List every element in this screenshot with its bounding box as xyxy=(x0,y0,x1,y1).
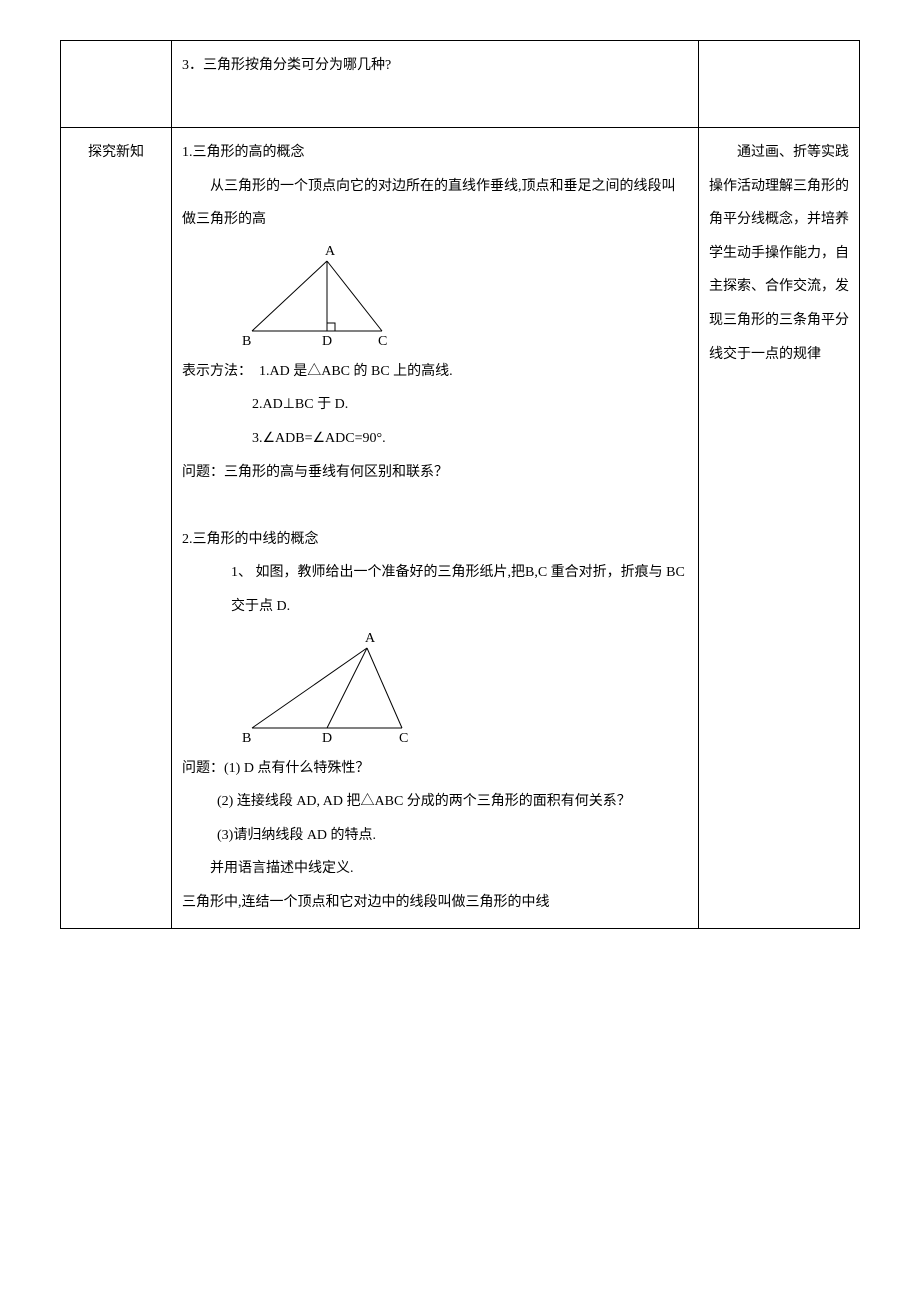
figure-triangle-median: A B C D xyxy=(222,628,442,748)
section1-title: 1.三角形的高的概念 xyxy=(182,136,688,170)
row1-notes-cell xyxy=(699,41,860,128)
question2-2: (2) 连接线段 AD, AD 把△ABC 分成的两个三角形的面积有何关系？ xyxy=(182,785,688,819)
section2-title: 2.三角形的中线的概念 xyxy=(182,523,688,557)
question2-4: 并用语言描述中线定义. xyxy=(182,852,688,886)
question-1: 问题：三角形的高与垂线有何区别和联系？ xyxy=(182,456,688,490)
fig1-label-C: C xyxy=(378,334,387,349)
representation-3: 3.∠ADB=∠ADC=90°. xyxy=(182,422,688,456)
fig1-label-A: A xyxy=(325,244,336,259)
fig2-label-D: D xyxy=(322,731,332,746)
row2-content-cell: 1.三角形的高的概念 从三角形的一个顶点向它的对边所在的直线作垂线,顶点和垂足之… xyxy=(172,128,699,929)
figure-triangle-altitude: A B C D xyxy=(212,241,412,351)
table-row: 探究新知 1.三角形的高的概念 从三角形的一个顶点向它的对边所在的直线作垂线,顶… xyxy=(61,128,860,929)
fig2-label-B: B xyxy=(242,731,251,746)
section1-paragraph: 从三角形的一个顶点向它的对边所在的直线作垂线,顶点和垂足之间的线段叫做三角形的高 xyxy=(182,170,688,237)
row2-label: 探究新知 xyxy=(88,145,144,160)
section2-item1: 1、 如图，教师给出一个准备好的三角形纸片,把B,C 重合对折，折痕与 BC 交… xyxy=(182,556,688,623)
representation-2: 2.AD⊥BC 于 D. xyxy=(182,388,688,422)
fig2-label-C: C xyxy=(399,731,408,746)
row2-label-cell: 探究新知 xyxy=(61,128,172,929)
table-row: 3．三角形按角分类可分为哪几种? xyxy=(61,41,860,128)
representation-head: 表示方法： 1.AD 是△ABC 的 BC 上的高线. xyxy=(182,355,688,389)
fig1-label-D: D xyxy=(322,334,332,349)
question2-head: 问题：(1) D 点有什么特殊性？ xyxy=(182,752,688,786)
row1-label-cell xyxy=(61,41,172,128)
row2-notes-cell: 通过画、折等实践操作活动理解三角形的角平分线概念，并培养学生动手操作能力，自主探… xyxy=(699,128,860,929)
row1-content-cell: 3．三角形按角分类可分为哪几种? xyxy=(172,41,699,128)
row1-text: 3．三角形按角分类可分为哪几种? xyxy=(182,49,688,83)
fig1-label-B: B xyxy=(242,334,251,349)
question2-3: (3)请归纳线段 AD 的特点. xyxy=(182,819,688,853)
fig2-label-A: A xyxy=(365,631,376,646)
lesson-table: 3．三角形按角分类可分为哪几种? 探究新知 1.三角形的高的概念 从三角形的一个… xyxy=(60,40,860,929)
row2-notes: 通过画、折等实践操作活动理解三角形的角平分线概念，并培养学生动手操作能力，自主探… xyxy=(709,145,849,362)
section2-paragraph: 三角形中,连结一个顶点和它对边中的线段叫做三角形的中线 xyxy=(182,886,688,920)
